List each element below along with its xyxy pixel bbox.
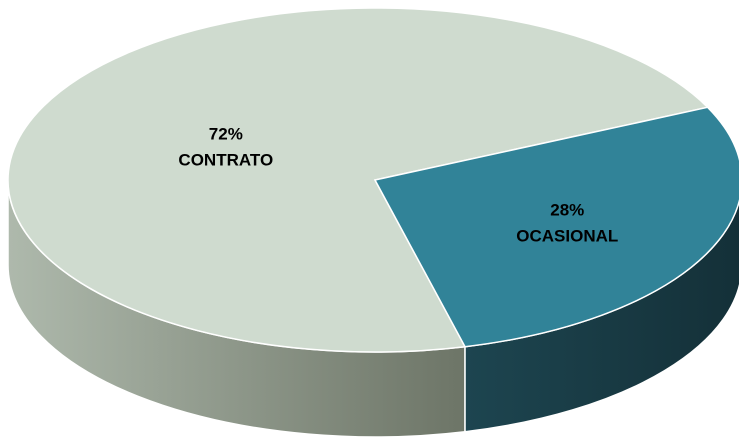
slice: [7, 7, 710, 353]
category-label: CONTRATO: [178, 150, 273, 169]
data-label: 72%: [209, 124, 243, 143]
slice: [373, 106, 739, 348]
data-label: 28%: [550, 200, 584, 219]
category-label: OCASIONAL: [516, 226, 618, 245]
